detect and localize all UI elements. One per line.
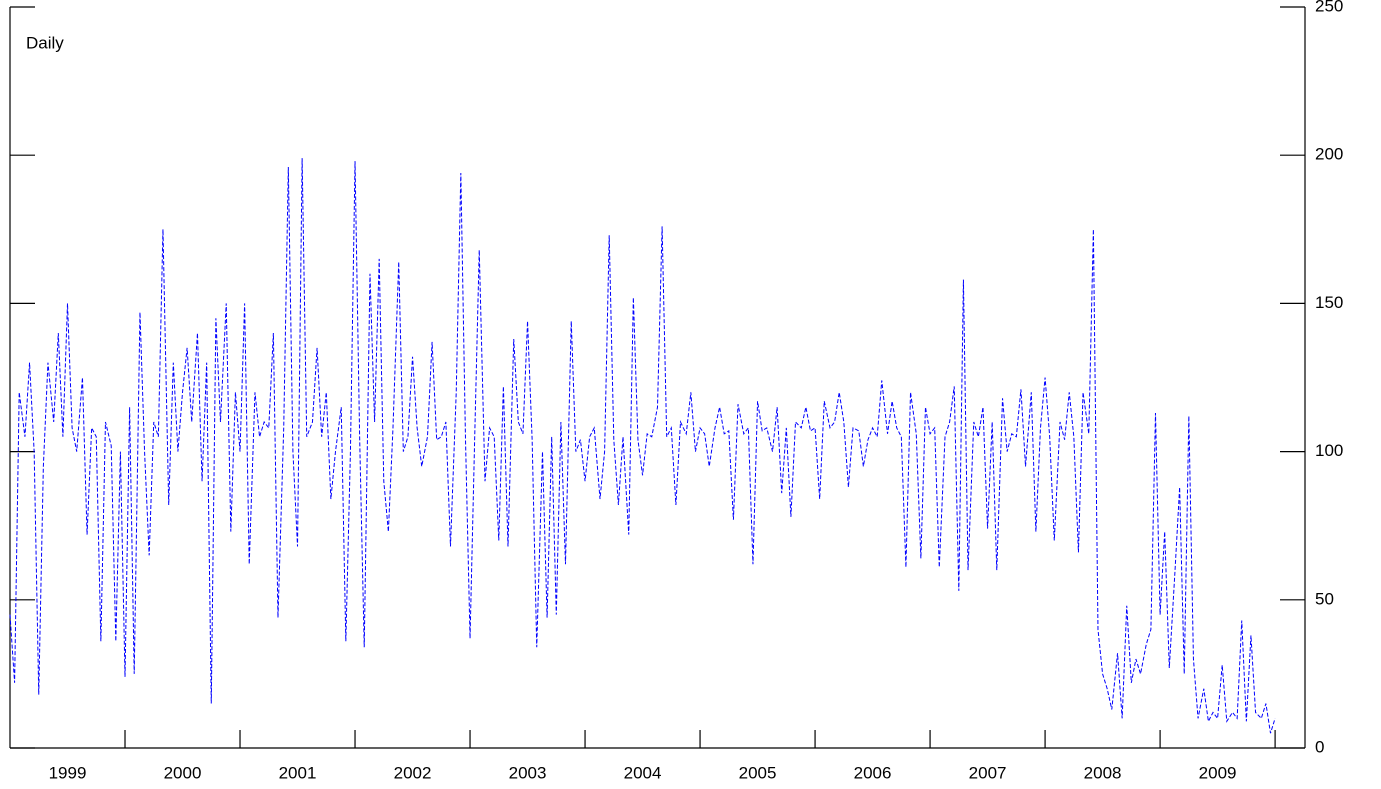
- y-tick-label: 100: [1315, 441, 1343, 460]
- x-tick-label: 1999: [49, 763, 87, 782]
- x-tick-label: 2003: [509, 763, 547, 782]
- y-tick-label: 50: [1315, 589, 1334, 608]
- annotation: Daily: [26, 33, 64, 52]
- y-tick-label: 200: [1315, 145, 1343, 164]
- y-tick-label: 150: [1315, 293, 1343, 312]
- x-tick-label: 2007: [969, 763, 1007, 782]
- x-tick-label: 2009: [1199, 763, 1237, 782]
- x-tick-label: 2005: [739, 763, 777, 782]
- x-tick-label: 2008: [1084, 763, 1122, 782]
- x-tick-label: 2000: [164, 763, 202, 782]
- data-line: [9, 158, 1276, 734]
- x-tick-label: 2006: [854, 763, 892, 782]
- y-tick-label: 0: [1315, 737, 1324, 756]
- x-tick-label: 2001: [279, 763, 317, 782]
- x-tick-label: 2004: [624, 763, 662, 782]
- x-tick-label: 2002: [394, 763, 432, 782]
- y-tick-label: 250: [1315, 0, 1343, 15]
